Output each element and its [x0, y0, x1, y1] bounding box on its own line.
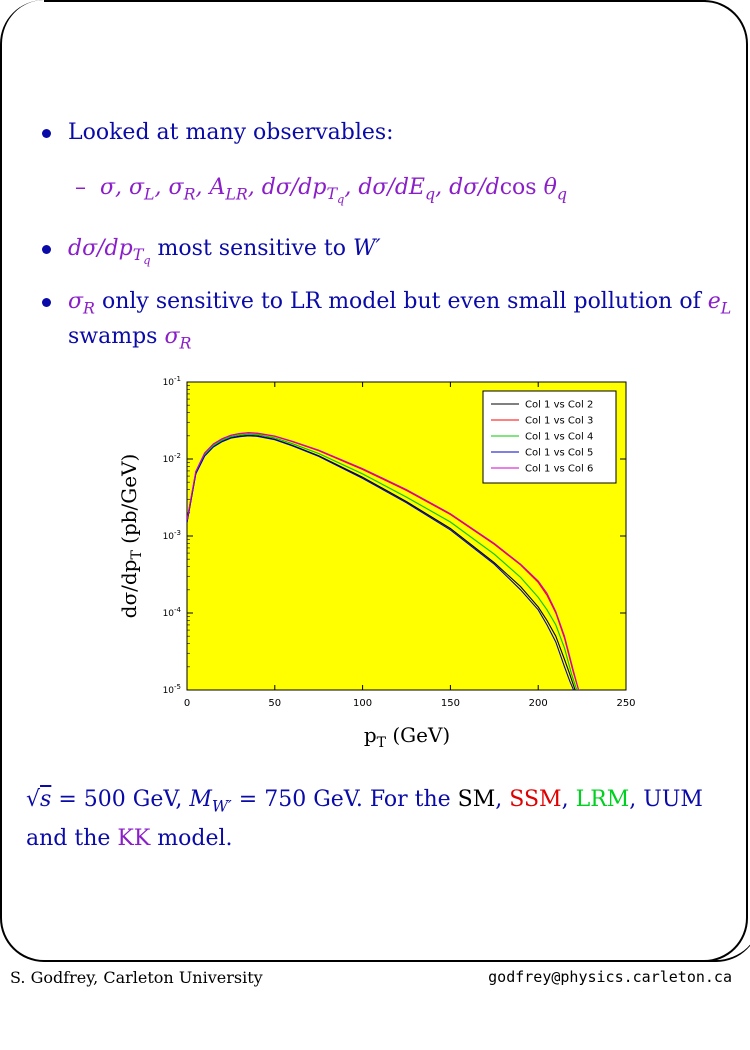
legend: Col 1 vs Col 2 Col 1 vs Col 3 Col 1 vs Col…	[482, 390, 617, 484]
dash-icon: –	[75, 175, 93, 200]
math-expression: W′	[353, 236, 381, 261]
chart: Col 1 vs Col 2 Col 1 vs Col 3 Col 1 vs Col…	[117, 375, 636, 751]
bullet-text: swamps	[68, 324, 158, 349]
series-line	[187, 433, 578, 690]
bullet-text: only sensitive to LR model but even smal…	[101, 289, 701, 314]
bullet-text: Looked at many observables:	[68, 120, 394, 145]
slide-frame-corner	[704, 918, 748, 962]
series-line	[187, 432, 580, 690]
x-axis-label: pT (GeV)	[364, 723, 450, 751]
axis-ticks	[186, 381, 627, 691]
bullet-text: most sensitive to	[157, 236, 346, 261]
math-expression: eL	[707, 289, 732, 318]
y-tick-label: 10-5	[163, 683, 181, 696]
sqrt-s: √s	[26, 787, 52, 812]
footer-author: S. Godfrey, Carleton University	[10, 968, 263, 987]
observables-list: σ, σL, σR, ALR, dσ/dpTq, dσ/dEq, dσ/d	[100, 175, 500, 207]
series-line	[187, 435, 575, 690]
model-ssm: SSM	[509, 787, 562, 812]
x-tick-label: 100	[353, 698, 372, 709]
bullet-icon	[42, 245, 51, 254]
model-sm: SM	[457, 787, 496, 812]
legend-label: Col 1 vs Col 3	[525, 416, 593, 427]
bullet-icon	[42, 298, 51, 307]
model-lrm: LRM	[575, 787, 630, 812]
x-tick-label: 0	[184, 698, 190, 709]
model-kk: KK	[117, 826, 151, 852]
sub-bullet-item: – σ, σL, σR, ALR, dσ/dpTq, dσ/dEq, dσ/dc…	[75, 175, 567, 207]
x-tick-label: 250	[616, 698, 635, 709]
mass-symbol: MW′	[189, 787, 232, 816]
slide-frame	[0, 0, 750, 962]
x-tick-label: 150	[441, 698, 460, 709]
model-uum: UUM	[643, 787, 703, 812]
legend-label: Col 1 vs Col 6	[525, 464, 593, 475]
y-tick-label: 10-3	[163, 529, 181, 542]
legend-label: Col 1 vs Col 4	[525, 432, 593, 443]
slide-frame-right	[746, 44, 748, 918]
legend-label: Col 1 vs Col 2	[525, 400, 593, 411]
math-expression: σR	[68, 289, 95, 318]
y-tick-label: 10-1	[163, 375, 181, 388]
series-lines	[187, 432, 580, 690]
x-tick-label: 200	[529, 698, 548, 709]
y-axis-label: dσ/dpT (pb/GeV)	[117, 454, 145, 619]
math-expression: σR	[164, 324, 192, 353]
footer-email: godfrey@physics.carleton.ca	[488, 968, 732, 986]
slide-frame-top	[44, 0, 706, 2]
y-tick-label: 10-4	[163, 606, 182, 619]
x-tick-label: 50	[268, 698, 281, 709]
slide-frame-corner	[704, 0, 748, 44]
math-expression: dσ/dpTq	[68, 236, 151, 268]
caption: √s = 500 GeV, MW′ = 750 GeV. For the SM,…	[26, 787, 703, 852]
bullet-icon	[42, 129, 51, 138]
y-tick-label: 10-2	[163, 452, 181, 465]
legend-label: Col 1 vs Col 5	[525, 448, 593, 459]
